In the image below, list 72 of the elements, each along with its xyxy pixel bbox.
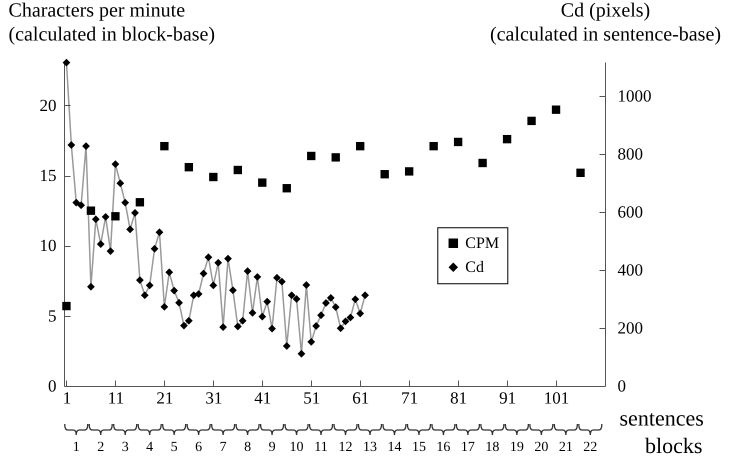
x2-tick-label: 4 <box>146 440 154 455</box>
point <box>62 302 71 310</box>
x-tick-label: 31 <box>205 388 222 408</box>
y-tick-label: 20 <box>40 96 56 115</box>
point <box>307 152 316 160</box>
x-tick-label: 51 <box>303 388 320 408</box>
y2-axis-title: Cd (pixels) (calculated in sentence-base) <box>490 0 721 46</box>
y2-tick-label: 0 <box>618 376 626 396</box>
point <box>136 198 144 206</box>
x-tick-label: 11 <box>108 388 124 408</box>
y2-tick-label: 200 <box>618 318 643 338</box>
x2-tick-label: 3 <box>122 440 129 455</box>
point <box>258 178 266 187</box>
point <box>356 142 364 150</box>
point <box>404 167 414 176</box>
x2-tick-label: 18 <box>485 440 500 455</box>
point <box>160 142 169 150</box>
point <box>576 168 585 177</box>
x-tick-label: 41 <box>254 388 272 408</box>
x2-tick-label: 1 <box>72 440 80 455</box>
x2-tick-label: 7 <box>220 440 227 455</box>
x-axis-title: sentences <box>620 406 704 430</box>
x2-tick-label: 13 <box>362 440 377 455</box>
x2-tick-label: 14 <box>387 440 402 455</box>
point <box>527 116 536 126</box>
x2-tick-label: 16 <box>436 440 450 455</box>
x2-tick-label: 19 <box>510 440 524 455</box>
point <box>332 153 340 162</box>
y-tick-label: 10 <box>40 236 56 256</box>
point <box>86 206 96 215</box>
y-tick-label: 0 <box>48 376 56 396</box>
x2-tick-label: 10 <box>290 440 304 455</box>
point <box>454 138 462 146</box>
point <box>429 142 438 150</box>
y2-tick-label: 800 <box>618 144 643 164</box>
y-tick-label: 15 <box>40 166 56 186</box>
point <box>282 184 291 192</box>
x-tick-label: 81 <box>450 388 468 408</box>
x2-axis-title: blocks <box>645 433 702 458</box>
point <box>234 166 242 174</box>
point <box>184 163 194 172</box>
x-tick-label: 21 <box>156 388 174 408</box>
x2-tick-label: 8 <box>244 440 252 455</box>
point <box>111 212 120 220</box>
x2-tick-label: 5 <box>170 440 178 455</box>
x2-tick-label: 21 <box>558 440 573 455</box>
legend-label: CPM <box>465 235 500 252</box>
y2-tick-label: 400 <box>618 260 643 280</box>
x-tick-label: 61 <box>352 388 370 408</box>
x2-tick-label: 15 <box>412 440 426 455</box>
x2-tick-label: 11 <box>314 440 328 455</box>
legend-label: Cd <box>465 259 484 276</box>
x2-tick-label: 6 <box>195 440 202 455</box>
y2-tick-label: 600 <box>618 202 643 222</box>
x2-tick-label: 12 <box>338 440 353 455</box>
x2-tick-label: 9 <box>268 440 276 455</box>
x-tick-label: 101 <box>544 388 570 408</box>
point <box>380 170 389 178</box>
point <box>209 172 218 182</box>
x2-tick-label: 17 <box>460 440 475 455</box>
x-tick-label: 71 <box>401 388 418 408</box>
x2-tick-label: 22 <box>583 440 598 455</box>
x2-tick-label: 2 <box>97 440 104 455</box>
point <box>552 106 560 114</box>
x-tick-label: 91 <box>499 388 516 408</box>
x-tick-label: 1 <box>62 388 72 408</box>
y-axis-title: Characters per minute (calculated in block-base) <box>8 0 216 46</box>
y-tick-label: 5 <box>48 306 56 326</box>
x2-tick-label: 20 <box>534 440 548 455</box>
point <box>502 134 512 144</box>
point <box>478 158 487 168</box>
y2-tick-label: 1000 <box>618 86 652 106</box>
